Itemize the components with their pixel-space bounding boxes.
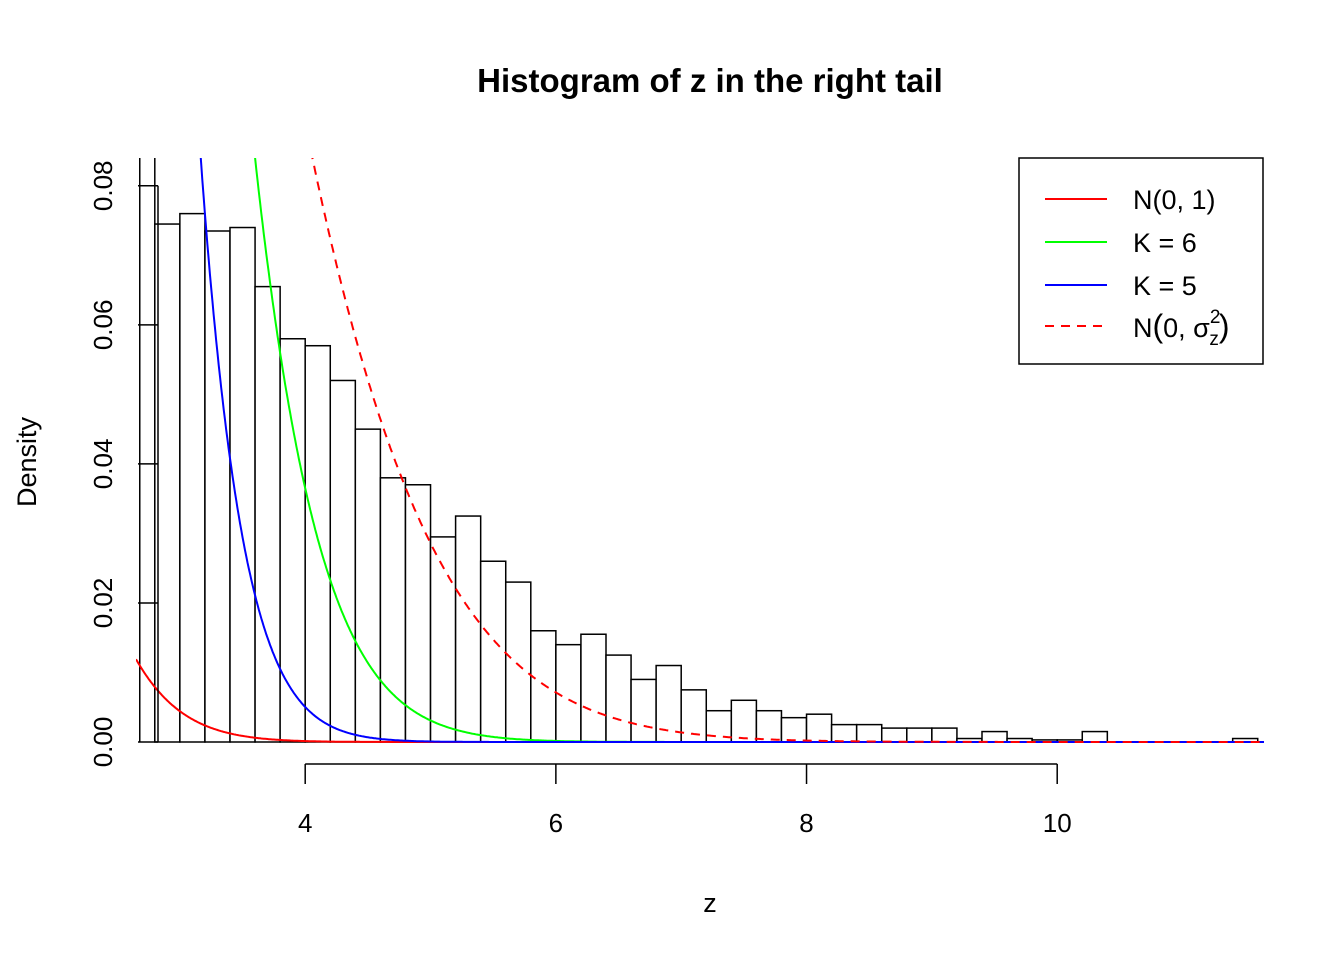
chart-title: Histogram of z in the right tail [477,62,943,99]
legend-scaled-close: ) [1219,308,1230,344]
density-curve [311,158,1264,743]
histogram-bar [454,515,482,743]
legend-scaled-body: 0, σ [1163,313,1210,343]
histogram-bar [805,713,833,743]
histogram-bar [855,723,883,743]
legend-label-normal: N(0, 1) [1133,185,1216,215]
x-axis-title: z [703,888,717,918]
y-tick-label: 0.08 [88,161,118,212]
legend-scaled-sub: z [1209,329,1219,350]
x-tick-label: 8 [799,808,813,838]
histogram-bar [1081,730,1109,743]
y-tick-label: 0.04 [88,439,118,490]
x-axis: 4 6 8 10 [298,763,1072,838]
histogram-bar [304,344,332,743]
density-curves [136,158,1264,743]
histogram-bar [254,285,281,743]
histogram-bar [504,581,532,743]
y-axis: 0.00 0.02 0.04 0.06 0.08 [88,161,159,768]
histogram-bar [279,338,306,743]
histogram-bar [780,716,808,743]
histogram-bar [730,699,758,743]
histogram-bar [605,654,632,743]
y-axis-title: Density [12,416,42,507]
histogram-bar [655,664,682,743]
histogram-bar [429,536,457,743]
histogram-bar [981,730,1008,743]
legend-scaled-sup: 2 [1210,307,1221,328]
histogram-bar [404,484,432,743]
legend-label-k5: K = 5 [1133,271,1197,301]
histogram-bar-overflow [139,158,156,742]
histogram-bar [630,678,657,743]
legend-label-k6: K = 6 [1133,228,1197,258]
legend-scaled-prefix: N [1133,313,1153,343]
histogram-bar [880,727,908,743]
legend: N(0, 1) K = 6 K = 5 N(0, σ2 z) [1018,157,1264,365]
histogram-bar [179,212,206,743]
histogram-bar [830,723,858,743]
y-tick-label: 0.06 [88,300,118,351]
x-tick-label: 6 [549,808,563,838]
histogram-bar [931,727,958,743]
histogram-bar [555,643,582,743]
histogram-bars [139,158,1259,743]
histogram-bar [354,428,382,743]
legend-box [1018,157,1264,365]
histogram-bar [329,379,357,743]
x-tick-label: 4 [298,808,312,838]
legend-scaled-open: ( [1153,308,1164,344]
histogram-bar [204,230,231,743]
legend-label-scaled-normal: N(0, σ2 z) [1133,307,1230,350]
x-tick-label: 10 [1043,808,1072,838]
histogram-bar [580,633,607,743]
histogram-bar [906,727,933,743]
histogram-bar [755,709,783,743]
y-tick-label: 0.00 [88,717,118,768]
histogram-bar [479,560,507,743]
y-tick-label: 0.02 [88,578,118,629]
histogram-bar [530,630,557,743]
